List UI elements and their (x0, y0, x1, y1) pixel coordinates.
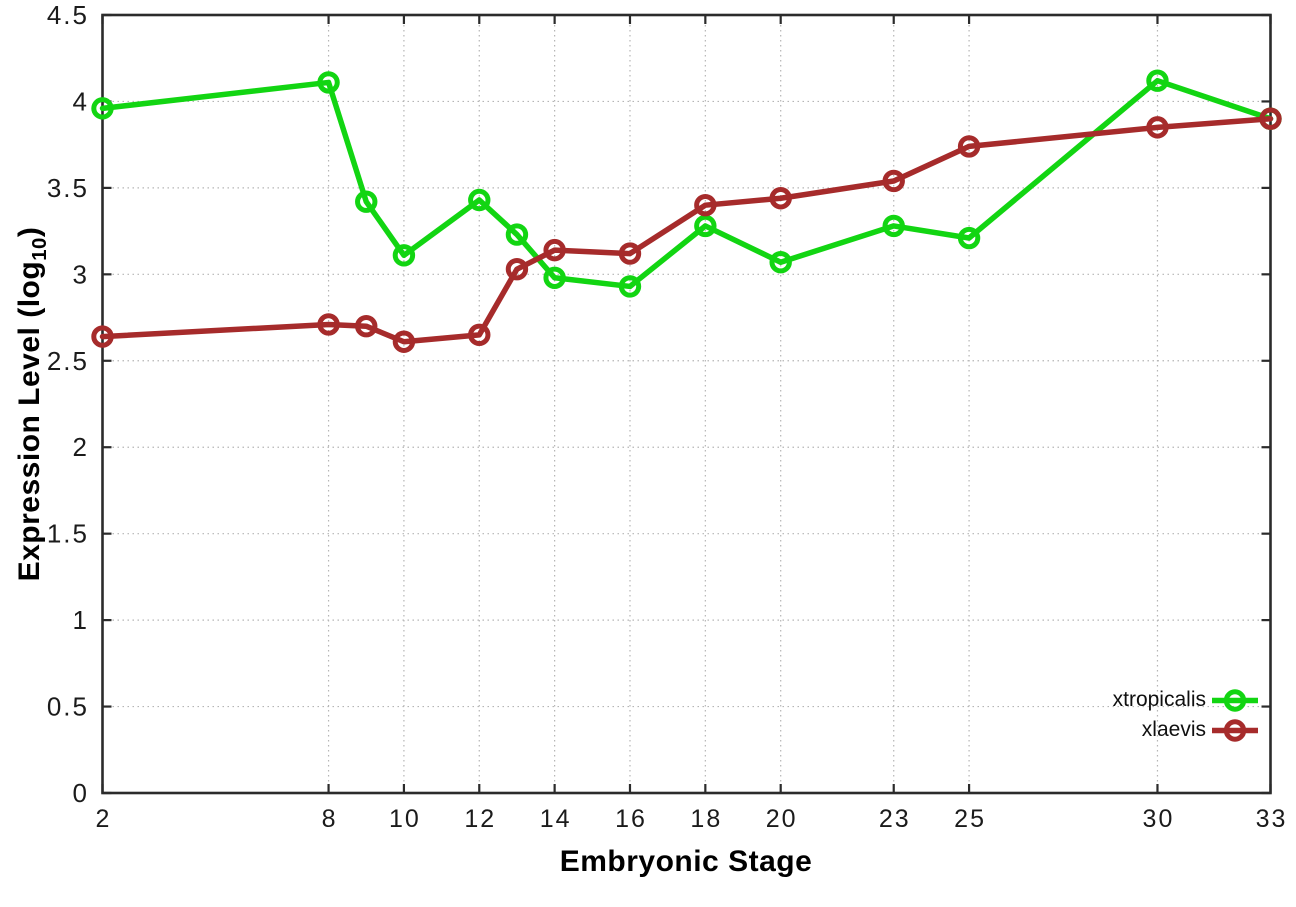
data-point-xtropicalis-stage-8 (317, 71, 340, 94)
y-tick-label: 0 (73, 778, 89, 808)
x-tick-label: 23 (879, 805, 911, 833)
y-tick-label: 1.5 (47, 519, 89, 549)
data-point-xtropicalis-stage-23 (882, 214, 905, 238)
tick-marks (101, 13, 1272, 795)
y-axis-title-subscript: 10 (29, 237, 51, 261)
data-point-xlaevis-stage-12 (468, 323, 491, 347)
x-tick-label: 18 (690, 805, 722, 833)
data-point-xtropicalis-stage-12 (468, 188, 491, 212)
data-point-xtropicalis-stage-2 (91, 97, 114, 120)
series-xtropicalis (91, 69, 1282, 298)
data-point-xlaevis-stage-30 (1146, 116, 1169, 139)
data-point-xtropicalis-stage-16 (618, 275, 642, 298)
legend-sample-xlaevis (1212, 719, 1258, 742)
y-axis-title-text: Expression Level (log (13, 260, 46, 582)
data-point-xlaevis-stage-25 (957, 135, 981, 158)
x-tick-label: 12 (464, 805, 496, 833)
x-tick-label: 20 (766, 805, 798, 833)
x-tick-label: 2 (96, 805, 112, 833)
x-tick-label: 30 (1143, 805, 1175, 833)
x-tick-label: 8 (322, 805, 338, 833)
legend-marker-xtropicalis (1223, 689, 1247, 712)
data-point-xtropicalis-stage-20 (769, 251, 792, 274)
legend-label-xtropicalis: xtropicalis (1112, 688, 1206, 711)
legend-sample-xtropicalis (1212, 689, 1258, 712)
data-point-xlaevis-stage-14 (543, 238, 566, 262)
y-tick-label: 2 (73, 432, 89, 462)
data-point-xtropicalis-stage-9 (355, 190, 378, 213)
data-point-xlaevis-stage-9 (355, 315, 378, 338)
data-point-xlaevis-stage-13 (505, 257, 529, 281)
data-point-xtropicalis-stage-30 (1146, 69, 1169, 92)
data-point-xtropicalis-stage-18 (694, 214, 717, 238)
data-point-xtropicalis-stage-25 (957, 226, 981, 250)
data-point-xlaevis-stage-2 (91, 325, 114, 348)
data-point-xlaevis-stage-16 (618, 242, 642, 265)
x-axis-title: Embryonic Stage (559, 845, 813, 878)
data-point-xtropicalis-stage-13 (505, 223, 529, 246)
y-tick-label: 1 (73, 605, 89, 635)
x-tick-label: 14 (540, 805, 572, 833)
y-tick-label: 4.5 (47, 0, 89, 30)
data-point-xlaevis-stage-20 (769, 187, 792, 210)
legend-marker-xlaevis (1223, 719, 1247, 742)
y-tick-label: 3 (73, 259, 89, 289)
data-point-xlaevis-stage-8 (317, 313, 340, 336)
legend-label-xlaevis: xlaevis (1141, 718, 1206, 741)
plot-border (101, 13, 1272, 795)
y-tick-label: 2.5 (47, 346, 89, 376)
y-tick-label: 3.5 (47, 173, 89, 203)
y-tick-label: 4 (73, 86, 89, 116)
data-point-xlaevis-stage-18 (694, 193, 717, 217)
y-tick-label: 0.5 (47, 692, 89, 722)
data-point-xlaevis-stage-23 (882, 169, 905, 193)
data-point-xtropicalis-stage-14 (543, 266, 566, 289)
x-tick-label: 10 (389, 805, 421, 833)
x-tick-label: 16 (615, 805, 647, 833)
x-tick-label: 25 (954, 805, 986, 833)
data-point-xlaevis-stage-10 (392, 330, 416, 353)
series-line-xtropicalis (99, 77, 1274, 290)
data-point-xlaevis-stage-33 (1259, 107, 1282, 130)
series-line-xlaevis (99, 115, 1274, 345)
data-point-xtropicalis-stage-10 (392, 244, 416, 267)
y-axis-title: Expression Level (log10) (13, 226, 51, 582)
x-tick-label: 33 (1256, 805, 1288, 833)
y-axis-title-close: ) (13, 226, 46, 238)
series-xlaevis (91, 107, 1282, 353)
